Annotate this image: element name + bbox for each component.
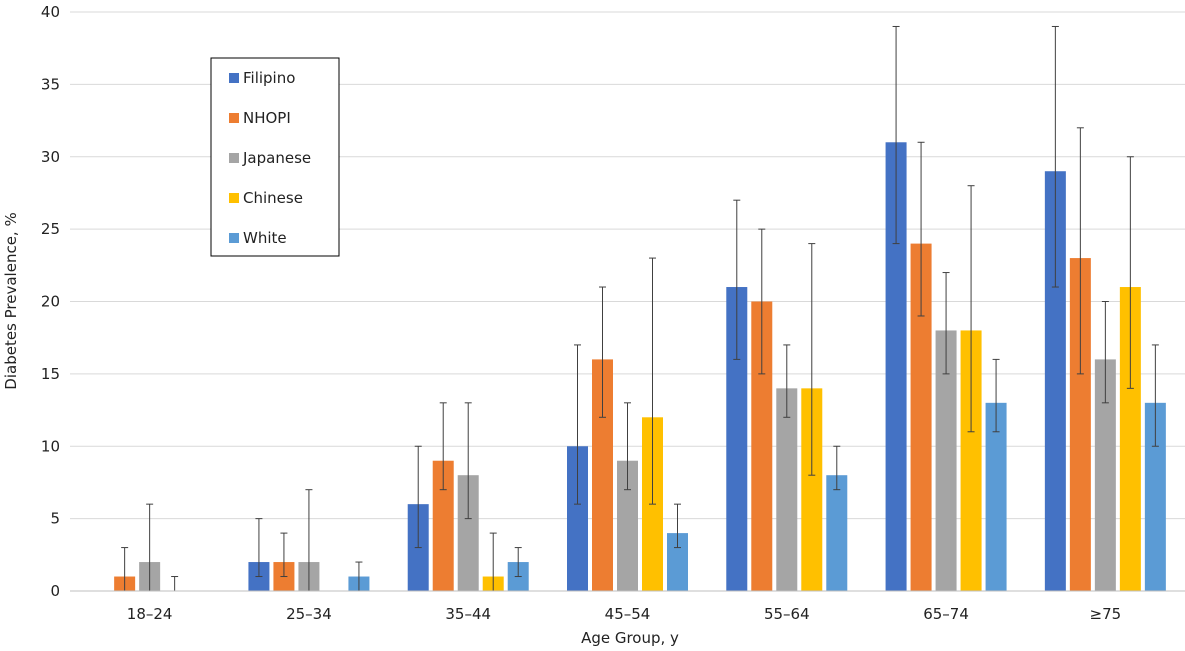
bar-white-3 bbox=[667, 533, 688, 591]
legend-swatch-chinese bbox=[229, 193, 239, 203]
y-tick-label: 40 bbox=[41, 3, 60, 21]
legend-swatch-japanese bbox=[229, 153, 239, 163]
bars bbox=[114, 142, 1166, 591]
bar-white-6 bbox=[1144, 402, 1166, 591]
bar-white-4 bbox=[826, 475, 848, 591]
legend: Filipino NHOPI Japanese Chinese White bbox=[210, 57, 340, 257]
x-axis-title: Age Group, y bbox=[581, 629, 679, 647]
bar-japanese-5 bbox=[935, 330, 957, 591]
x-tick-label: 55–64 bbox=[764, 605, 810, 623]
bar-nhopi-4 bbox=[751, 301, 773, 591]
legend-label-chinese: Chinese bbox=[243, 189, 303, 207]
bar-nhopi-6 bbox=[1069, 258, 1091, 591]
bar-nhopi-5 bbox=[910, 243, 932, 591]
bar-filipino-4 bbox=[726, 287, 748, 591]
x-tick-label: 35–44 bbox=[445, 605, 491, 623]
y-tick-label: 20 bbox=[41, 293, 60, 311]
bar-nhopi-2 bbox=[432, 460, 454, 591]
bar-chinese-6 bbox=[1119, 287, 1141, 591]
legend-swatch-nhopi bbox=[229, 113, 239, 123]
bar-japanese-4 bbox=[776, 388, 798, 591]
bar-chinese-5 bbox=[960, 330, 982, 591]
bar-nhopi-3 bbox=[592, 359, 613, 591]
x-tick-label: ≥75 bbox=[1090, 605, 1122, 623]
bar-japanese-2 bbox=[457, 475, 479, 591]
bar-japanese-6 bbox=[1094, 359, 1116, 591]
bar-filipino-6 bbox=[1044, 171, 1066, 591]
y-tick-label: 25 bbox=[41, 220, 60, 238]
bar-white-5 bbox=[985, 402, 1007, 591]
y-tick-label: 35 bbox=[41, 75, 60, 93]
legend-label-filipino: Filipino bbox=[243, 69, 295, 87]
y-tick-label: 15 bbox=[41, 365, 60, 383]
legend-label-nhopi: NHOPI bbox=[243, 109, 291, 127]
bar-japanese-3 bbox=[617, 460, 638, 591]
y-tick-label: 0 bbox=[50, 582, 60, 600]
y-axis-title: Diabetes Prevalence, % bbox=[2, 212, 20, 389]
x-tick-label: 45–54 bbox=[605, 605, 651, 623]
bar-filipino-5 bbox=[885, 142, 907, 591]
legend-swatch-filipino bbox=[229, 73, 239, 83]
legend-swatch-white bbox=[229, 233, 239, 243]
y-tick-label: 5 bbox=[50, 510, 60, 528]
y-tick-label: 30 bbox=[41, 148, 60, 166]
legend-label-white: White bbox=[243, 229, 287, 247]
axes: 0 5 10 15 20 25 30 35 40 18–24 25–34 35–44 45–54 55–6… bbox=[41, 3, 1185, 623]
bar-filipino-3 bbox=[567, 446, 588, 591]
legend-label-japanese: Japanese bbox=[242, 149, 311, 167]
x-tick-label: 65–74 bbox=[923, 605, 969, 623]
x-tick-label: 18–24 bbox=[127, 605, 173, 623]
error-bars bbox=[121, 25, 1159, 592]
x-tick-label: 25–34 bbox=[286, 605, 332, 623]
y-tick-label: 10 bbox=[41, 437, 60, 455]
bar-chinese-4 bbox=[801, 388, 823, 591]
